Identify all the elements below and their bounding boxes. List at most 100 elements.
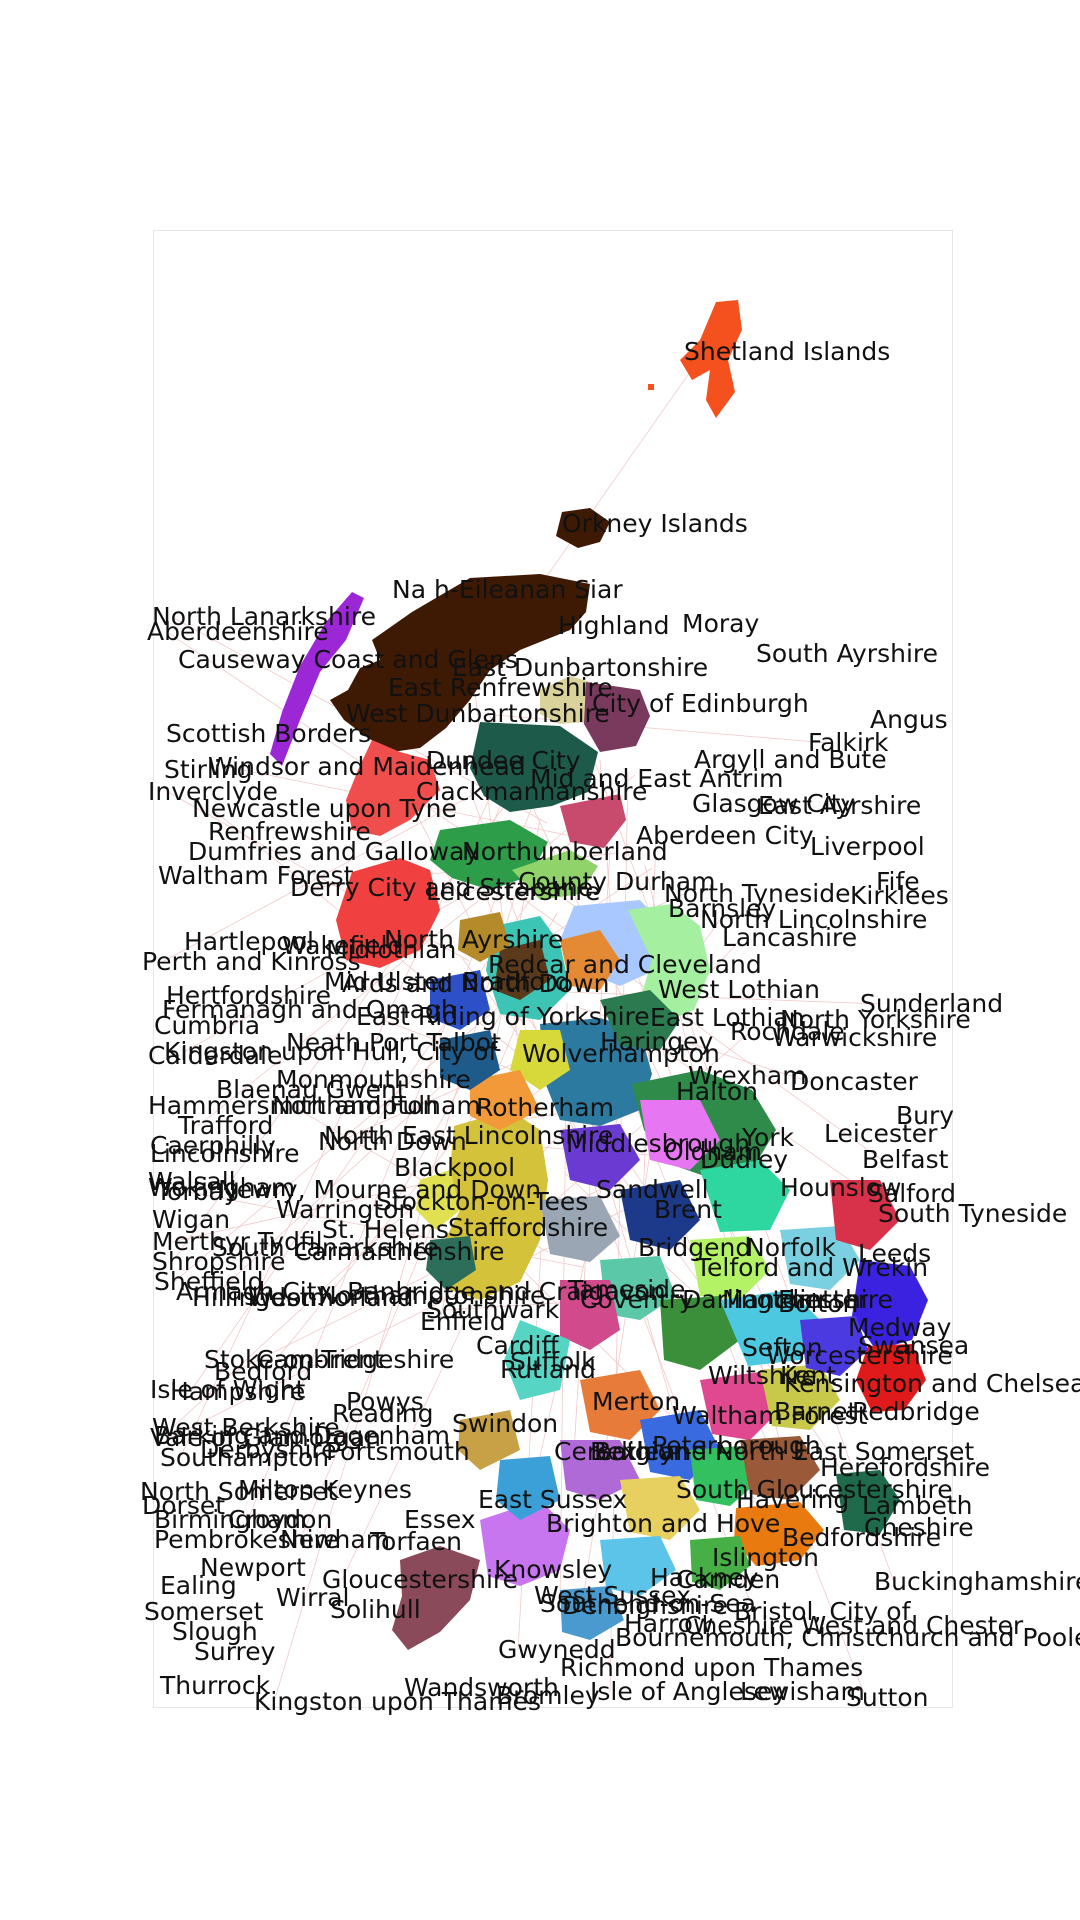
region-label: Falkirk bbox=[808, 728, 889, 757]
region-label: Torfaen bbox=[369, 1527, 462, 1556]
region-label: Salford bbox=[868, 1179, 956, 1208]
region-label: Hillingdon bbox=[192, 1283, 317, 1312]
region-label: Calderdale bbox=[148, 1041, 282, 1070]
region-label: Derry City and Strabane bbox=[290, 873, 593, 902]
region-label: Causeway Coast and Glens bbox=[178, 645, 518, 674]
council-area-patch bbox=[580, 1370, 660, 1440]
region-label: Swindon bbox=[452, 1409, 558, 1438]
region-label: Barnsley bbox=[668, 894, 777, 923]
region-label: Sefton bbox=[742, 1333, 823, 1362]
council-area-patch bbox=[458, 912, 510, 962]
region-label: Southwark bbox=[426, 1295, 560, 1324]
region-label: Gloucestershire bbox=[322, 1565, 518, 1594]
council-area-patch bbox=[416, 1170, 460, 1230]
region-label: South Gloucestershire bbox=[676, 1475, 953, 1504]
region-label: Somerset bbox=[144, 1597, 264, 1626]
council-area-patch bbox=[440, 1030, 500, 1090]
region-label: Wokingham bbox=[148, 1173, 295, 1202]
region-scottish-borders bbox=[512, 850, 598, 900]
region-label: Trafford bbox=[177, 1111, 273, 1140]
region-label: Armagh City, Banbridge and Craigavon bbox=[176, 1277, 666, 1306]
region-label: Glasgow City bbox=[692, 789, 855, 818]
region-label: Shetland Islands bbox=[684, 337, 890, 366]
region-label: Sandwell bbox=[596, 1175, 709, 1204]
council-area-patch bbox=[470, 1070, 540, 1130]
region-label: Lancashire bbox=[722, 923, 857, 952]
region-label: Scottish Borders bbox=[166, 719, 371, 748]
council-area-patch bbox=[600, 1256, 676, 1320]
region-label: Solihull bbox=[330, 1595, 421, 1624]
region-label: Wiltshire bbox=[708, 1361, 817, 1390]
council-area-patch bbox=[540, 1196, 620, 1262]
council-area-patch bbox=[494, 940, 550, 1000]
region-label: Wolverhampton bbox=[522, 1039, 720, 1068]
region-label: Na h-Eileanan Siar bbox=[392, 575, 623, 604]
region-label: Mid and East Antrim bbox=[530, 764, 784, 793]
region-label: Redcar and Cleveland bbox=[488, 950, 762, 979]
region-label: West Sussex bbox=[534, 1581, 691, 1610]
region-label: Middlesbrough bbox=[566, 1129, 750, 1158]
region-label: Lincolnshire bbox=[150, 1139, 299, 1168]
region-label: Worcestershire bbox=[766, 1341, 953, 1370]
region-label: Bedford bbox=[214, 1357, 312, 1386]
region-label: Newham bbox=[280, 1525, 390, 1554]
region-label: Hackney bbox=[650, 1563, 759, 1592]
region-label: Stoke-on-Trent bbox=[204, 1345, 384, 1374]
region-orkney-islands bbox=[556, 508, 610, 548]
region-label: Cheshire West and Chester bbox=[684, 1611, 1024, 1640]
region-label: Gwynedd bbox=[498, 1635, 616, 1664]
region-label: East Dunbartonshire bbox=[452, 653, 708, 682]
council-area-patch bbox=[640, 1100, 720, 1170]
region-label: Peterborough bbox=[652, 1431, 821, 1460]
region-label: Birmingham bbox=[154, 1505, 306, 1534]
region-label: Wrexham bbox=[688, 1061, 807, 1090]
region-label: Fife bbox=[876, 867, 920, 896]
region-label: Westmorland bbox=[248, 1283, 413, 1312]
region-label: Newry, Mourne and Down bbox=[218, 1175, 541, 1204]
region-label: Kent bbox=[780, 1361, 836, 1390]
region-label: Surrey bbox=[194, 1637, 276, 1666]
region-label: Cheshire bbox=[864, 1513, 974, 1542]
region-perth-and-kinross bbox=[470, 722, 598, 812]
region-devon bbox=[480, 1500, 570, 1586]
region-northern-ireland bbox=[336, 858, 440, 968]
region-label: Wakefield bbox=[282, 931, 403, 960]
region-label: Caerphilly bbox=[150, 1131, 276, 1160]
region-label: Newport bbox=[200, 1553, 306, 1582]
region-label: Sunderland bbox=[860, 989, 1003, 1018]
region-label: Wigan bbox=[152, 1205, 230, 1234]
map-frame bbox=[153, 230, 953, 1708]
region-label: South Tyneside bbox=[878, 1199, 1067, 1228]
region-label: Stockton-on-Tees bbox=[376, 1187, 588, 1216]
region-label: Vale of Glamorgan bbox=[150, 1423, 381, 1452]
region-label: Blackpool bbox=[394, 1153, 515, 1182]
region-label: Leeds bbox=[858, 1239, 931, 1268]
region-label: Islington bbox=[712, 1543, 819, 1572]
region-label: Bridgend bbox=[638, 1233, 751, 1262]
region-label: Northampton bbox=[272, 1091, 438, 1120]
region-cornwall bbox=[392, 1546, 480, 1650]
region-label: Kensington and Chelsea bbox=[784, 1369, 1080, 1398]
region-label: Isle of Wight bbox=[150, 1375, 306, 1404]
council-area-patch bbox=[510, 1030, 570, 1090]
council-area-patch bbox=[690, 1236, 770, 1300]
region-label: Isle of Anglesey bbox=[590, 1677, 787, 1706]
region-label: Southampton bbox=[160, 1443, 329, 1472]
region-label: Inverclyde bbox=[148, 777, 278, 806]
region-label: Neath Port Talbot bbox=[286, 1028, 501, 1057]
region-label: Essex bbox=[404, 1505, 476, 1534]
council-area-patch bbox=[740, 1436, 820, 1500]
region-angus bbox=[560, 794, 626, 848]
region-label: Lewisham bbox=[740, 1677, 865, 1706]
council-area-patch bbox=[560, 1280, 620, 1350]
region-label: Walsall bbox=[148, 1167, 236, 1196]
region-label: Bolton bbox=[778, 1289, 858, 1318]
region-label: Havering bbox=[736, 1485, 849, 1514]
region-label: Richmond upon Thames bbox=[560, 1653, 863, 1682]
label-leader-line bbox=[171, 804, 506, 1263]
region-norfolk bbox=[852, 1260, 928, 1350]
region-label: Camden bbox=[676, 1565, 780, 1594]
region-label: Enfield bbox=[420, 1307, 506, 1336]
region-label: West Dunbartonshire bbox=[346, 699, 610, 728]
